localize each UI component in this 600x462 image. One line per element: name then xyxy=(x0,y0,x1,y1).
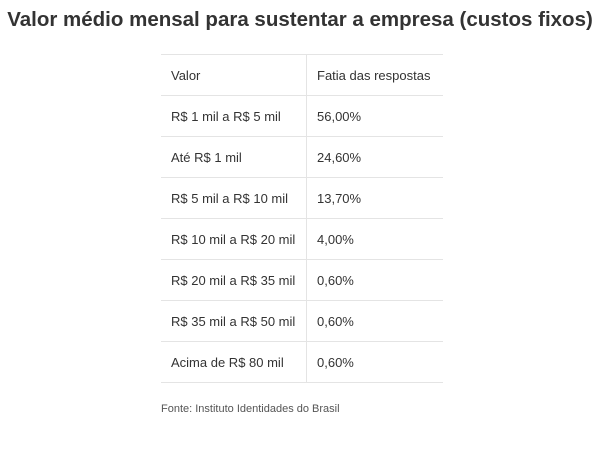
chart-title: Valor médio mensal para sustentar a empr… xyxy=(7,8,593,31)
table-row: Acima de R$ 80 mil 0,60% xyxy=(161,341,443,383)
row-share-value: 0,60% xyxy=(306,300,443,342)
table-header-row: Valor Fatia das respostas xyxy=(161,54,443,96)
row-share-value: 0,60% xyxy=(306,341,443,383)
source-note: Fonte: Instituto Identidades do Brasil xyxy=(161,403,340,415)
data-table: Valor Fatia das respostas R$ 1 mil a R$ … xyxy=(161,54,443,383)
row-range-label: R$ 20 mil a R$ 35 mil xyxy=(161,259,307,301)
row-range-label: R$ 5 mil a R$ 10 mil xyxy=(161,177,307,219)
row-share-value: 13,70% xyxy=(306,177,443,219)
row-range-label: R$ 35 mil a R$ 50 mil xyxy=(161,300,307,342)
table-row: R$ 20 mil a R$ 35 mil 0,60% xyxy=(161,259,443,301)
column-header-valor: Valor xyxy=(161,54,307,96)
row-share-value: 4,00% xyxy=(306,218,443,260)
table-row: Até R$ 1 mil 24,60% xyxy=(161,136,443,178)
row-range-label: Acima de R$ 80 mil xyxy=(161,341,307,383)
table-row: R$ 5 mil a R$ 10 mil 13,70% xyxy=(161,177,443,219)
row-share-value: 24,60% xyxy=(306,136,443,178)
row-share-value: 56,00% xyxy=(306,95,443,137)
column-header-fatia: Fatia das respostas xyxy=(306,54,443,96)
table-row: R$ 35 mil a R$ 50 mil 0,60% xyxy=(161,300,443,342)
row-range-label: R$ 10 mil a R$ 20 mil xyxy=(161,218,307,260)
row-range-label: Até R$ 1 mil xyxy=(161,136,307,178)
row-range-label: R$ 1 mil a R$ 5 mil xyxy=(161,95,307,137)
table-row: R$ 10 mil a R$ 20 mil 4,00% xyxy=(161,218,443,260)
row-share-value: 0,60% xyxy=(306,259,443,301)
table-row: R$ 1 mil a R$ 5 mil 56,00% xyxy=(161,95,443,137)
